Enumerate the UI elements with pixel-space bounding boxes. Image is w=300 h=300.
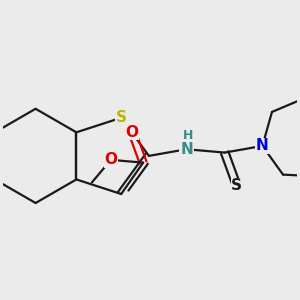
Text: N: N [256, 138, 269, 153]
Text: S: S [231, 178, 242, 193]
Text: N: N [180, 142, 193, 157]
Text: S: S [116, 110, 127, 125]
Text: H: H [183, 130, 193, 142]
Text: O: O [126, 125, 139, 140]
Text: O: O [104, 152, 117, 167]
